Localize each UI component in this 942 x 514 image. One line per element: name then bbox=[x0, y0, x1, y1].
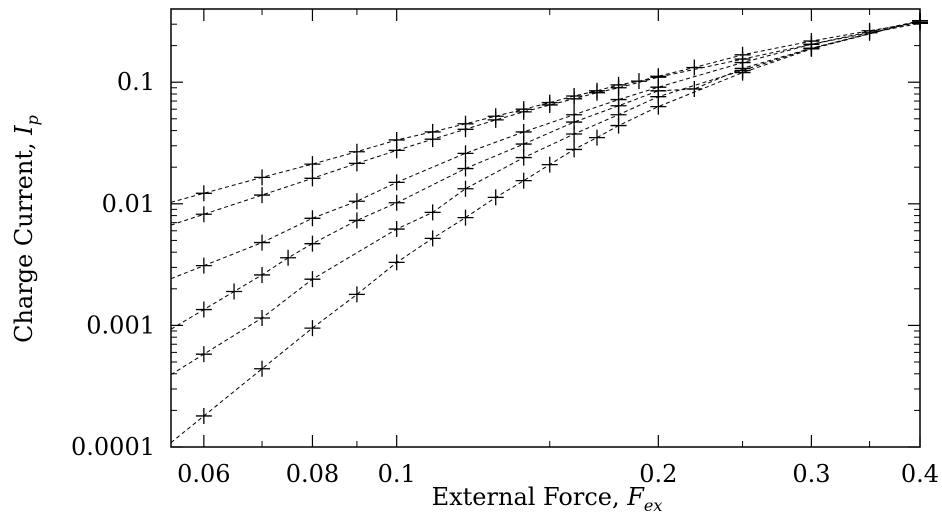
series-3-point-1 bbox=[195, 257, 212, 274]
series-5-line bbox=[170, 20, 921, 376]
series-1-point-2 bbox=[254, 169, 271, 186]
series-2-point-7 bbox=[457, 121, 474, 138]
series-6-point-15 bbox=[734, 64, 751, 81]
series-6-point-7 bbox=[457, 209, 474, 226]
series-5-point-7 bbox=[515, 149, 532, 166]
series-2-point-1 bbox=[195, 206, 212, 223]
series-6-point-5 bbox=[388, 254, 405, 271]
series-5-point-4 bbox=[388, 221, 405, 238]
series-3-line bbox=[170, 20, 921, 280]
series-1-point-1 bbox=[195, 185, 212, 202]
series-4-point-5 bbox=[304, 235, 321, 252]
series-4-point-13 bbox=[686, 80, 703, 97]
series-6-point-10 bbox=[541, 156, 558, 173]
series-5-point-5 bbox=[424, 204, 441, 221]
series-2-point-9 bbox=[515, 103, 532, 120]
series-6-point-14 bbox=[650, 98, 667, 115]
series-2-point-6 bbox=[424, 131, 441, 148]
series-5-point-3 bbox=[304, 271, 321, 288]
series-2-point-11 bbox=[566, 90, 583, 107]
series-4-line bbox=[170, 20, 921, 330]
series-1-point-3 bbox=[304, 156, 321, 173]
series-6-point-3 bbox=[304, 320, 321, 337]
series-6-line bbox=[170, 20, 921, 443]
series-layer bbox=[170, 12, 928, 443]
series-3-point-6 bbox=[457, 145, 474, 162]
series-6-point-1 bbox=[195, 407, 212, 424]
series-2-point-10 bbox=[541, 96, 558, 113]
series-6-point-13 bbox=[610, 117, 627, 134]
series-6-point-6 bbox=[424, 230, 441, 247]
series-4-point-7 bbox=[388, 194, 405, 211]
series-2-point-5 bbox=[388, 142, 405, 159]
series-5-point-1 bbox=[195, 346, 212, 363]
y-tick-label-4: 0.1 bbox=[117, 68, 155, 96]
series-1-line bbox=[170, 22, 921, 203]
series-6-point-9 bbox=[515, 172, 532, 189]
tick-layer: 0.06 0.08 0.1 0.2 0.3 0.4 0.0001 0.001 0.01 0.1 bbox=[71, 8, 939, 488]
series-6-point-16 bbox=[803, 40, 820, 57]
series-2-point-4 bbox=[348, 155, 365, 172]
series-6-point-4 bbox=[348, 286, 365, 303]
series-4-point-2 bbox=[226, 283, 243, 300]
series-1-point-14 bbox=[630, 73, 647, 90]
y-axis-title: Charge Current, Ip bbox=[10, 115, 42, 343]
series-3-point-2 bbox=[254, 234, 271, 251]
x-tick-label-2: 0.08 bbox=[286, 460, 339, 488]
series-2-point-2 bbox=[254, 187, 271, 204]
series-5-point-8 bbox=[566, 126, 583, 143]
series-2-point-12 bbox=[588, 84, 605, 101]
x-tick-label-3: 0.1 bbox=[378, 460, 416, 488]
series-4-point-6 bbox=[348, 212, 365, 229]
x-tick-label-6: 0.4 bbox=[901, 460, 939, 488]
series-5-point-6 bbox=[457, 180, 474, 197]
series-2-point-3 bbox=[304, 170, 321, 187]
plot-frame bbox=[170, 8, 921, 448]
y-tick-label-2: 0.001 bbox=[86, 311, 155, 339]
series-5-point-2 bbox=[254, 310, 271, 327]
series-6-point-8 bbox=[487, 189, 504, 206]
series-4-point-4 bbox=[280, 249, 297, 266]
series-4-point-8 bbox=[457, 160, 474, 177]
series-1-point-16 bbox=[686, 59, 703, 76]
y-tick-label-1: 0.0001 bbox=[71, 433, 155, 461]
series-6-point-2 bbox=[254, 360, 271, 377]
series-3-point-5 bbox=[388, 174, 405, 191]
x-tick-label-4: 0.2 bbox=[639, 460, 677, 488]
series-2-line bbox=[170, 22, 921, 226]
series-4-point-3 bbox=[254, 266, 271, 283]
x-tick-label-5: 0.3 bbox=[792, 460, 830, 488]
x-axis-title: External Force, Fex bbox=[432, 483, 663, 514]
series-4-point-9 bbox=[515, 136, 532, 153]
series-2-point-8 bbox=[487, 111, 504, 128]
series-3-point-3 bbox=[304, 210, 321, 227]
x-tick-label-1: 0.06 bbox=[177, 460, 230, 488]
series-6-point-12 bbox=[588, 129, 605, 146]
series-4-point-1 bbox=[195, 301, 212, 318]
series-3-point-4 bbox=[348, 193, 365, 210]
y-tick-label-3: 0.01 bbox=[102, 190, 155, 218]
series-6-point-11 bbox=[566, 141, 583, 158]
